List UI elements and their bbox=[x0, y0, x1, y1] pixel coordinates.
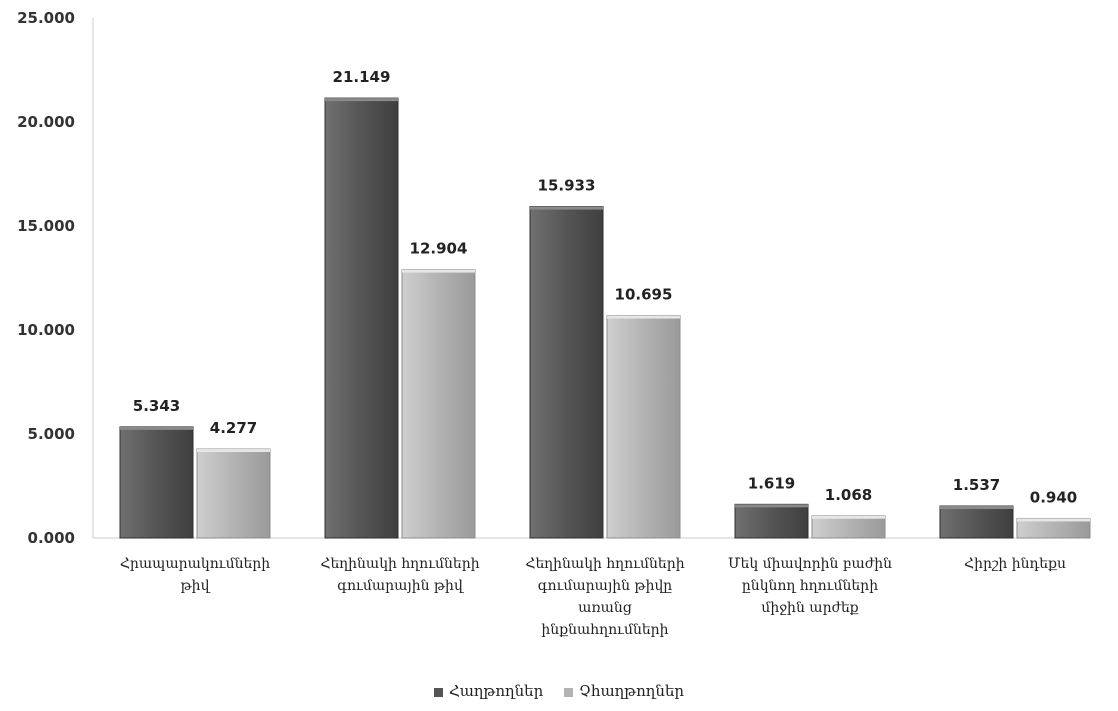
y-tick-label: 25.000 bbox=[17, 9, 75, 27]
bar-series-0-cat-0 bbox=[119, 426, 194, 539]
bar-series-1-cat-0 bbox=[196, 448, 271, 539]
bar-top-highlight bbox=[402, 269, 475, 273]
bar-top-highlight bbox=[735, 504, 808, 508]
bar-series-0-cat-4 bbox=[939, 505, 1014, 539]
bar-top-highlight bbox=[325, 98, 398, 102]
bar-series-1-cat-1 bbox=[401, 269, 476, 539]
data-label: 1.068 bbox=[825, 486, 872, 504]
y-tick-labels: 0.000 5.000 10.000 15.000 20.000 25.000 bbox=[17, 9, 75, 547]
bar-series-1-cat-3 bbox=[811, 515, 886, 539]
y-tick-label: 0.000 bbox=[28, 529, 75, 547]
legend-item-winners: Հաղթողներ bbox=[433, 682, 544, 700]
bar-top-highlight bbox=[812, 515, 885, 519]
bar-series-1-cat-2 bbox=[606, 315, 681, 539]
data-label: 21.149 bbox=[333, 68, 391, 86]
category-label: Հրապարակումների թիվ bbox=[120, 556, 270, 594]
bar-top-highlight bbox=[197, 449, 270, 453]
data-label: 12.904 bbox=[410, 240, 468, 258]
y-tick-label: 20.000 bbox=[17, 113, 75, 131]
bar-top-highlight bbox=[940, 506, 1013, 510]
bar-top-highlight bbox=[607, 315, 680, 319]
legend-swatch-nonwinners bbox=[564, 687, 574, 697]
category-label: Մեկ միավորին բաժին ընկնող հղումների միջին … bbox=[728, 556, 892, 616]
y-tick-label: 10.000 bbox=[17, 321, 75, 339]
bar-top-highlight bbox=[120, 426, 193, 430]
legend-label-winners: Հաղթողներ bbox=[448, 682, 544, 700]
category-label: Հիրշի ինդեքս bbox=[964, 556, 1066, 572]
data-label: 10.695 bbox=[615, 286, 673, 304]
bar-series-0-cat-3 bbox=[734, 503, 809, 539]
data-label: 4.277 bbox=[210, 419, 257, 437]
legend-label-nonwinners: Չհաղթողներ bbox=[579, 682, 685, 700]
data-label: 15.933 bbox=[538, 177, 596, 195]
data-label: 1.537 bbox=[953, 476, 1000, 494]
legend: Հաղթողներ Չհաղթողներ bbox=[0, 682, 1118, 700]
category-label: Հեղինակի հղումների գումարային թիվը առանց ին… bbox=[525, 556, 684, 638]
data-label: 5.343 bbox=[133, 397, 180, 415]
bar-series-0-cat-2 bbox=[529, 206, 604, 539]
category-labels: Հրապարակումների թիվ Հեղինակի հղումների գում… bbox=[120, 556, 1066, 638]
legend-swatch-winners bbox=[433, 687, 443, 697]
data-labels: 5.343 4.277 21.149 12.904 15.933 10.695 1.619 1… bbox=[133, 68, 1077, 506]
bar-top-highlight bbox=[1017, 518, 1090, 522]
y-tick-label: 5.000 bbox=[28, 425, 75, 443]
y-tick-label: 15.000 bbox=[17, 217, 75, 235]
data-label: 1.619 bbox=[748, 474, 795, 492]
bar-series-0-cat-1 bbox=[324, 97, 399, 539]
legend-item-nonwinners: Չհաղթողներ bbox=[564, 682, 684, 700]
category-label: Հեղինակի հղումների գումարային թիվ bbox=[320, 556, 479, 594]
bar-top-highlight bbox=[530, 206, 603, 210]
data-label: 0.940 bbox=[1030, 488, 1077, 506]
bars bbox=[119, 97, 1091, 539]
